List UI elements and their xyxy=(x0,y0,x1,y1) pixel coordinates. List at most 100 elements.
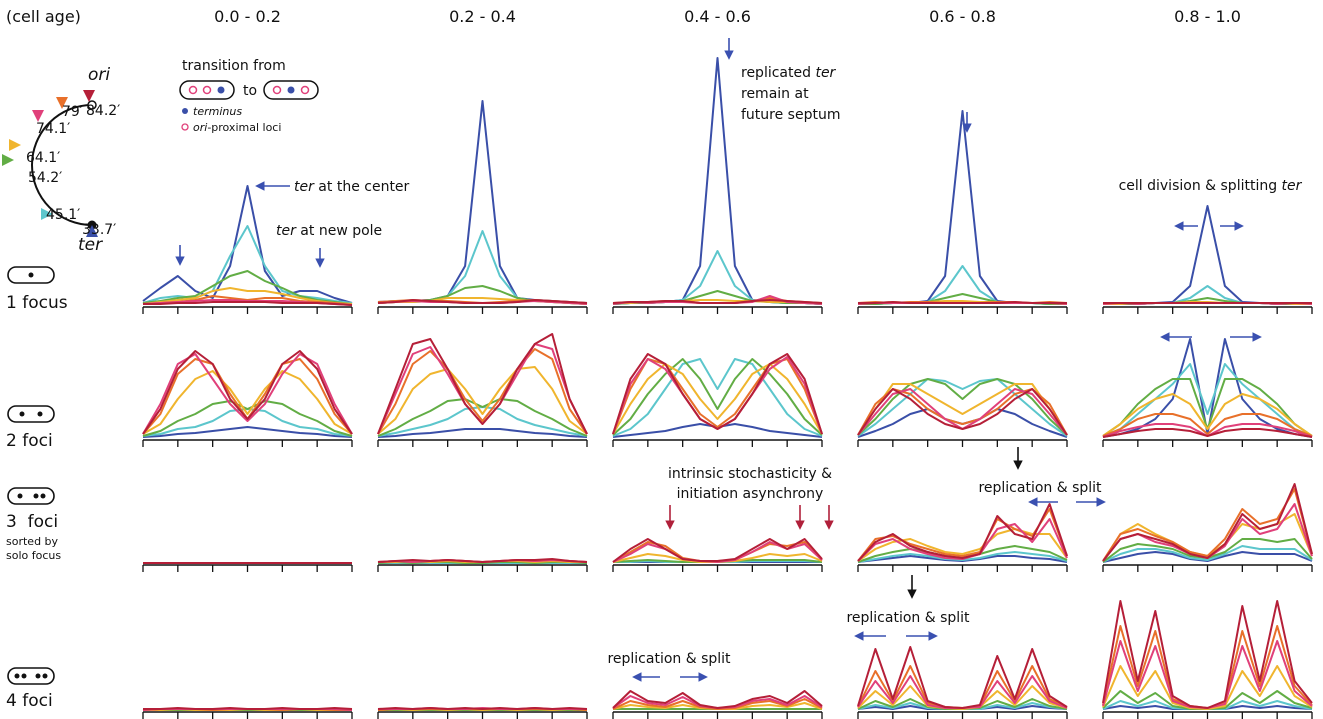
panel xyxy=(377,707,588,719)
panel xyxy=(857,503,1068,572)
focus-dot xyxy=(35,673,41,679)
panel xyxy=(377,100,588,314)
ori-dot xyxy=(188,85,198,95)
annotation: replication & split xyxy=(978,480,1102,496)
ori-point xyxy=(87,100,97,110)
column-label: 0.2 - 0.4 xyxy=(449,7,516,26)
focus-dot xyxy=(37,411,43,417)
profile-line xyxy=(1102,428,1313,438)
row-label: 1 focus xyxy=(6,293,68,313)
annotation: ter at new pole xyxy=(276,223,382,239)
plots xyxy=(142,57,1313,719)
panel xyxy=(857,646,1068,719)
legend-proximal: -proximal loci xyxy=(207,121,281,134)
focus-dot xyxy=(21,673,27,679)
profile-line xyxy=(143,707,353,710)
profile-line xyxy=(1102,488,1313,562)
annotations: ter at the center ter at new pole replic… xyxy=(175,38,1303,682)
profile-line xyxy=(1103,205,1312,305)
ori-dot xyxy=(272,85,282,95)
profile-line xyxy=(612,538,823,563)
annotation: ter at the center xyxy=(294,179,410,195)
annotation-part: replicated xyxy=(741,65,815,81)
column-label: 0.4 - 0.6 xyxy=(684,7,751,26)
locus-marker xyxy=(83,90,95,102)
locus-marker xyxy=(86,225,98,237)
profile-line xyxy=(1102,600,1313,709)
profile-line xyxy=(377,398,588,437)
profile-line xyxy=(1102,483,1313,562)
profile-line xyxy=(857,378,1068,437)
annotation-part: ter xyxy=(276,223,297,239)
panel xyxy=(612,690,823,719)
locus-label: 33.7′ xyxy=(82,222,116,238)
profile-line xyxy=(612,363,823,435)
legend-terminus: terminus xyxy=(193,105,242,118)
annotation: future septum xyxy=(741,107,840,123)
chromosome-arc xyxy=(31,104,93,226)
profile-line xyxy=(612,358,823,437)
annotation: replication & split xyxy=(607,651,731,667)
locus-marker xyxy=(2,154,14,166)
profile-line xyxy=(858,110,1067,305)
focus-dot xyxy=(33,493,39,499)
focus-dot xyxy=(42,673,48,679)
row-label: 2 foci xyxy=(6,431,53,451)
annotation: replicated ter xyxy=(741,65,837,81)
profile-line xyxy=(377,299,588,304)
row-icons: 1 focus 2 foci 3 foci sorted by solo foc… xyxy=(6,266,68,711)
ter-label: ter xyxy=(78,235,103,255)
row-note: solo focus xyxy=(6,549,61,562)
legend-ori-proximal: ori-proximal loci xyxy=(193,121,281,134)
profile-line xyxy=(612,356,823,435)
ori-label: ori xyxy=(88,65,110,85)
focus-dot xyxy=(17,493,23,499)
cell-icon xyxy=(7,266,55,284)
panel xyxy=(612,353,823,447)
locus-marker xyxy=(41,208,53,220)
profile-line xyxy=(612,358,823,435)
profile-line xyxy=(377,366,588,435)
panel xyxy=(612,57,823,314)
locus-label: 74.1′ xyxy=(36,121,70,137)
panel xyxy=(857,110,1068,314)
profile-line xyxy=(857,383,1068,436)
profile-line xyxy=(857,503,1068,562)
chromosome-map: ori ter 33.7′45.1′ 54.2′ 64.1′ 74.1′79′ 84.2… xyxy=(2,65,120,255)
focus-dot xyxy=(40,493,46,499)
profile-line xyxy=(857,378,1068,436)
annotation: remain at xyxy=(741,86,809,102)
panel xyxy=(377,558,588,572)
profile-line xyxy=(1102,393,1313,437)
column-label: 0.6 - 0.8 xyxy=(929,7,996,26)
legend-ori: ori xyxy=(193,121,207,134)
profile-line xyxy=(377,333,588,435)
profile-line xyxy=(612,299,823,304)
cell-icon xyxy=(7,405,55,423)
profile-line xyxy=(377,100,588,304)
legend-to: to xyxy=(243,83,257,99)
row-header: (cell age) xyxy=(6,7,81,26)
profile-line xyxy=(612,690,823,709)
row-note: sorted by xyxy=(6,535,59,548)
panel xyxy=(142,350,353,447)
annotation-part: ter xyxy=(815,65,836,81)
panel xyxy=(142,562,353,572)
panel xyxy=(377,333,588,447)
legend-title: transition from xyxy=(182,58,286,74)
profile-line xyxy=(857,518,1068,562)
profile-line xyxy=(857,646,1068,709)
locus-label: 54.2′ xyxy=(28,170,62,186)
loci: 33.7′45.1′ 54.2′ 64.1′ 74.1′79′ 84.2′ xyxy=(2,90,120,238)
profile-line xyxy=(858,265,1067,305)
panel xyxy=(1102,483,1313,572)
annotation-part: cell division & splitting xyxy=(1119,178,1282,194)
panel xyxy=(612,538,823,572)
profile-line xyxy=(142,370,353,435)
profile-line xyxy=(612,353,823,435)
profile-line xyxy=(1102,363,1313,437)
ori-dot xyxy=(181,123,189,131)
annotation: intrinsic stochasticity & xyxy=(668,466,832,482)
profile-line xyxy=(142,225,353,304)
